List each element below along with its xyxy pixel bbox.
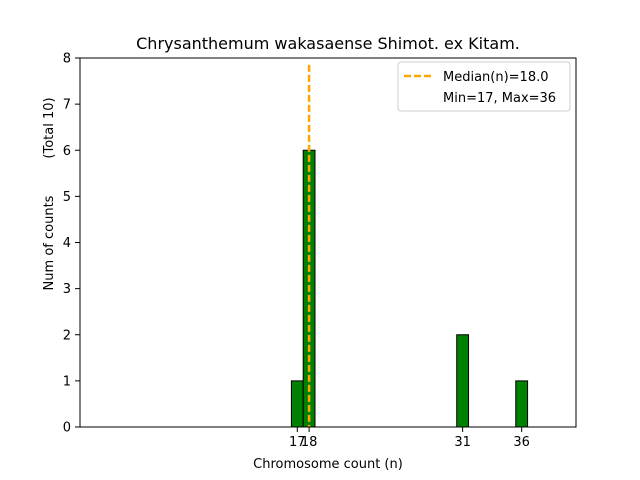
legend-median-entry: Median(n)=18.0 [443,70,549,85]
x-axis-label: Chromosome count (n) [253,457,403,472]
y-tick-label-1: 1 [63,374,71,389]
x-tick-label-36: 36 [513,435,530,450]
chart-title: Chrysanthemum wakasaense Shimot. ex Kita… [136,34,520,53]
x-tick-label-18: 18 [301,435,318,450]
y-tick-label-4: 4 [63,236,71,251]
x-tick-label-17: 17 [289,435,306,450]
bar-31 [456,334,470,428]
y-tick-label-0: 0 [63,421,71,436]
legend-box [397,61,571,112]
legend-range-entry: Min=17, Max=36 [443,91,556,106]
y-tick-label-2: 2 [63,328,71,343]
y-axis-label: Num of counts [42,195,57,290]
y-axis-ticks: 0 1 2 3 4 5 6 7 8 [63,52,80,436]
x-tick-label-31: 31 [454,435,471,450]
y-tick-label-5: 5 [63,190,71,205]
y-tick-label-8: 8 [63,52,71,67]
y-tick-label-3: 3 [63,282,71,297]
bar-36 [515,380,529,428]
legend: Median(n)=18.0 Min=17, Max=36 [397,61,571,112]
y-axis-total-note: (Total 10) [42,97,57,158]
y-tick-label-6: 6 [63,144,71,159]
y-tick-label-7: 7 [63,98,71,113]
bar-17 [290,380,304,428]
